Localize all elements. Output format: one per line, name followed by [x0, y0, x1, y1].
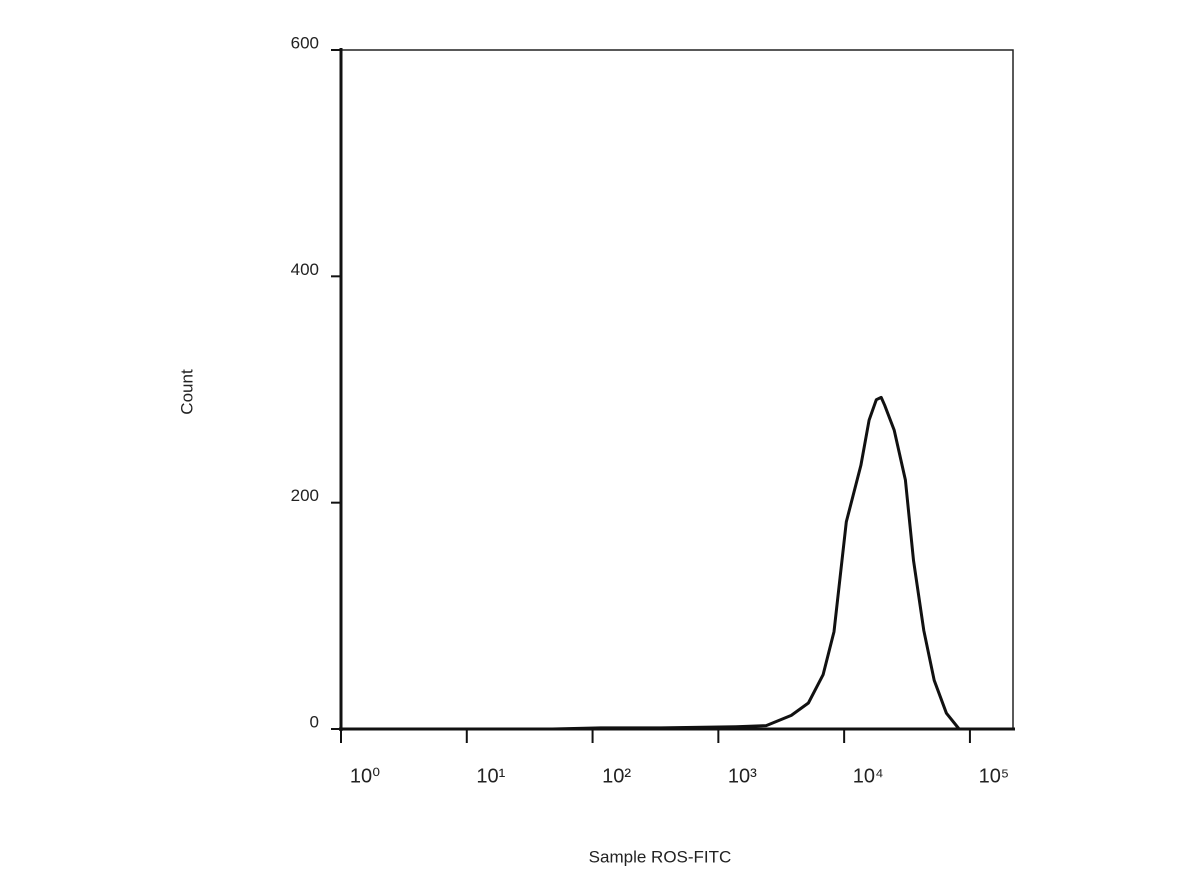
y-axis-label: Count	[177, 369, 196, 415]
histogram-line	[552, 395, 961, 731]
x-tick-label: 10⁵	[979, 765, 1010, 787]
x-tick-label: 10¹	[476, 765, 505, 787]
y-tick-label: 400	[291, 260, 319, 279]
x-tick-label: 10⁰	[350, 765, 380, 787]
y-tick-label: 200	[291, 486, 319, 505]
x-tick-label: 10²	[602, 765, 631, 787]
y-tick-label: 0	[310, 712, 319, 731]
plot-frame	[340, 49, 1014, 730]
y-tick-label: 600	[291, 33, 319, 52]
x-axis-label: Sample ROS-FITC	[589, 847, 732, 866]
x-tick-label: 10⁴	[853, 765, 884, 787]
x-tick-label: 10³	[728, 765, 757, 787]
